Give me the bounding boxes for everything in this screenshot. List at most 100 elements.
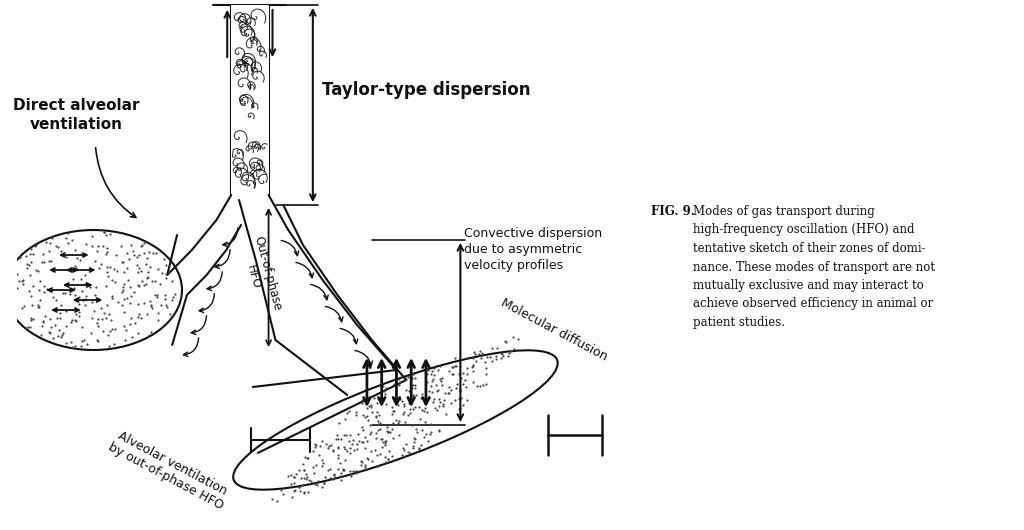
Point	[403, 420, 420, 429]
FancyArrowPatch shape	[48, 288, 74, 292]
Point	[455, 369, 471, 377]
Point	[377, 437, 393, 445]
Point	[380, 428, 396, 436]
Point	[314, 462, 331, 470]
Point	[115, 286, 131, 294]
Text: Modes of gas transport during
high-frequency oscillation (HFO) and
tentative ske: Modes of gas transport during high-frequ…	[692, 205, 935, 329]
Point	[143, 328, 160, 337]
Point	[98, 314, 115, 322]
Point	[62, 289, 79, 298]
Point	[173, 292, 189, 300]
Point	[394, 444, 411, 453]
Point	[358, 412, 375, 420]
Point	[14, 304, 31, 312]
Point	[9, 284, 26, 293]
Point	[321, 442, 337, 450]
Point	[342, 466, 358, 475]
Point	[308, 441, 325, 449]
Point	[130, 299, 146, 308]
Text: Direct alveolar
ventilation: Direct alveolar ventilation	[12, 98, 139, 132]
Point	[1, 288, 17, 296]
Point	[127, 319, 143, 327]
Point	[7, 287, 24, 295]
Point	[101, 263, 118, 272]
Point	[369, 451, 385, 460]
Point	[93, 260, 110, 269]
Point	[133, 314, 150, 322]
Point	[376, 387, 392, 395]
Point	[297, 453, 313, 462]
Point	[96, 227, 113, 236]
Point	[14, 276, 31, 285]
Point	[352, 461, 369, 470]
Point	[30, 267, 46, 276]
Point	[136, 249, 153, 257]
Point	[18, 263, 35, 272]
Point	[77, 301, 93, 310]
Point	[353, 437, 370, 446]
Point	[78, 292, 94, 300]
Point	[22, 271, 38, 279]
Point	[99, 331, 116, 340]
Point	[165, 293, 181, 301]
FancyArrowPatch shape	[207, 272, 222, 290]
Point	[437, 388, 454, 397]
Point	[455, 401, 471, 410]
FancyArrowPatch shape	[310, 10, 315, 200]
Point	[315, 479, 332, 488]
Point	[164, 277, 180, 285]
Point	[275, 490, 292, 499]
Point	[67, 341, 83, 350]
Point	[116, 258, 132, 266]
Point	[138, 254, 155, 262]
Point	[130, 281, 146, 290]
Point	[23, 245, 39, 253]
Point	[457, 376, 473, 384]
Point	[401, 399, 418, 408]
Point	[58, 307, 75, 315]
Point	[101, 327, 118, 335]
Point	[412, 414, 428, 423]
Point	[90, 337, 106, 345]
Point	[356, 432, 373, 441]
Point	[139, 272, 156, 281]
Point	[411, 445, 427, 453]
Point	[119, 249, 135, 257]
FancyArrowPatch shape	[340, 329, 357, 344]
Point	[441, 389, 458, 398]
Point	[368, 429, 384, 437]
Point	[370, 399, 386, 407]
Point	[478, 370, 495, 378]
FancyArrowPatch shape	[215, 250, 230, 269]
Point	[407, 384, 423, 393]
Point	[392, 378, 409, 386]
Point	[294, 481, 310, 489]
Point	[336, 443, 352, 451]
Point	[97, 281, 114, 290]
Point	[309, 480, 326, 489]
Point	[131, 264, 147, 272]
Point	[340, 437, 356, 446]
Point	[426, 394, 442, 403]
Point	[447, 395, 464, 404]
Point	[90, 315, 106, 323]
Point	[129, 261, 145, 269]
Point	[377, 390, 393, 398]
Point	[493, 354, 509, 362]
Point	[379, 423, 395, 431]
Point	[475, 381, 492, 390]
Point	[501, 348, 517, 357]
Point	[452, 385, 468, 393]
Point	[425, 398, 441, 406]
Point	[425, 371, 441, 379]
Point	[453, 403, 469, 412]
Point	[357, 413, 374, 422]
Point	[359, 455, 376, 463]
Point	[150, 264, 166, 273]
Point	[2, 288, 18, 297]
FancyArrowPatch shape	[364, 361, 371, 404]
Point	[60, 238, 77, 247]
Point	[150, 309, 166, 317]
Point	[481, 353, 498, 361]
Point	[386, 407, 402, 416]
